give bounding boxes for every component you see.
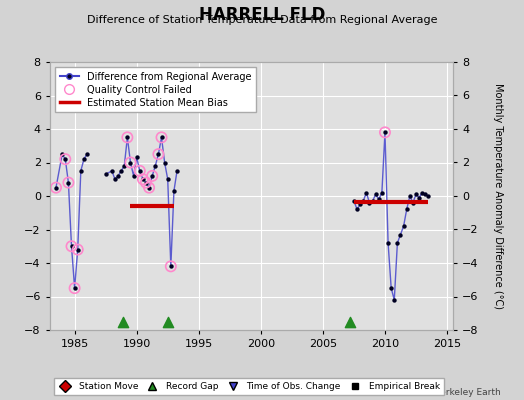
Point — [346, 318, 354, 325]
Point — [111, 176, 119, 182]
Point — [362, 190, 370, 196]
Point — [378, 190, 386, 196]
Point — [372, 191, 380, 198]
Point — [70, 285, 79, 291]
Point — [123, 134, 132, 140]
Point — [119, 318, 127, 325]
Point — [154, 151, 162, 157]
Point — [58, 151, 67, 157]
Point — [139, 176, 147, 182]
Text: Berkeley Earth: Berkeley Earth — [434, 388, 500, 397]
Point — [384, 240, 392, 246]
Point — [350, 198, 358, 204]
Point — [61, 156, 70, 162]
Point — [173, 168, 181, 174]
Point — [163, 318, 172, 325]
Point — [123, 134, 132, 140]
Point — [142, 179, 150, 186]
Point — [102, 171, 110, 178]
Point — [126, 159, 135, 166]
Point — [390, 297, 398, 303]
Point — [70, 285, 79, 291]
Text: Difference of Station Temperature Data from Regional Average: Difference of Station Temperature Data f… — [87, 15, 437, 25]
Point — [365, 200, 374, 206]
Point — [396, 231, 405, 238]
Point — [402, 206, 411, 212]
Point — [381, 129, 389, 136]
Point — [114, 173, 122, 179]
Point — [120, 163, 128, 169]
Point — [418, 190, 427, 196]
Point — [412, 191, 420, 198]
Point — [163, 176, 172, 182]
Point — [167, 263, 175, 270]
Point — [393, 240, 401, 246]
Point — [375, 196, 383, 202]
Point — [52, 184, 60, 191]
Point — [157, 134, 166, 140]
Point — [126, 159, 135, 166]
Point — [67, 243, 75, 250]
Point — [359, 198, 367, 204]
Point — [148, 173, 156, 179]
Point — [160, 159, 169, 166]
Point — [64, 179, 73, 186]
Legend: Difference from Regional Average, Quality Control Failed, Estimated Station Mean: Difference from Regional Average, Qualit… — [54, 67, 256, 112]
Point — [107, 168, 116, 174]
Point — [368, 198, 377, 204]
Point — [381, 129, 389, 136]
Legend: Station Move, Record Gap, Time of Obs. Change, Empirical Break: Station Move, Record Gap, Time of Obs. C… — [54, 378, 444, 395]
Point — [424, 193, 433, 199]
Point — [133, 154, 141, 161]
Point — [136, 168, 144, 174]
Point — [409, 200, 417, 206]
Point — [170, 188, 178, 194]
Point — [80, 156, 88, 162]
Point — [83, 151, 91, 157]
Point — [421, 191, 430, 198]
Point — [139, 176, 147, 182]
Point — [77, 168, 85, 174]
Point — [353, 206, 361, 212]
Point — [157, 134, 166, 140]
Point — [64, 179, 73, 186]
Text: HARRELL FLD: HARRELL FLD — [199, 6, 325, 24]
Point — [406, 193, 414, 199]
Point — [67, 243, 75, 250]
Point — [148, 173, 156, 179]
Point — [415, 194, 423, 201]
Point — [387, 285, 396, 291]
Point — [52, 184, 60, 191]
Y-axis label: Monthly Temperature Anomaly Difference (°C): Monthly Temperature Anomaly Difference (… — [493, 83, 503, 309]
Point — [136, 168, 144, 174]
Point — [145, 184, 154, 191]
Point — [142, 179, 150, 186]
Point — [61, 156, 70, 162]
Point — [356, 201, 364, 208]
Point — [399, 223, 408, 229]
Point — [145, 184, 154, 191]
Point — [151, 163, 159, 169]
Point — [73, 246, 82, 253]
Point — [129, 173, 138, 179]
Point — [154, 151, 162, 157]
Point — [117, 168, 125, 174]
Point — [73, 246, 82, 253]
Point — [167, 263, 175, 270]
